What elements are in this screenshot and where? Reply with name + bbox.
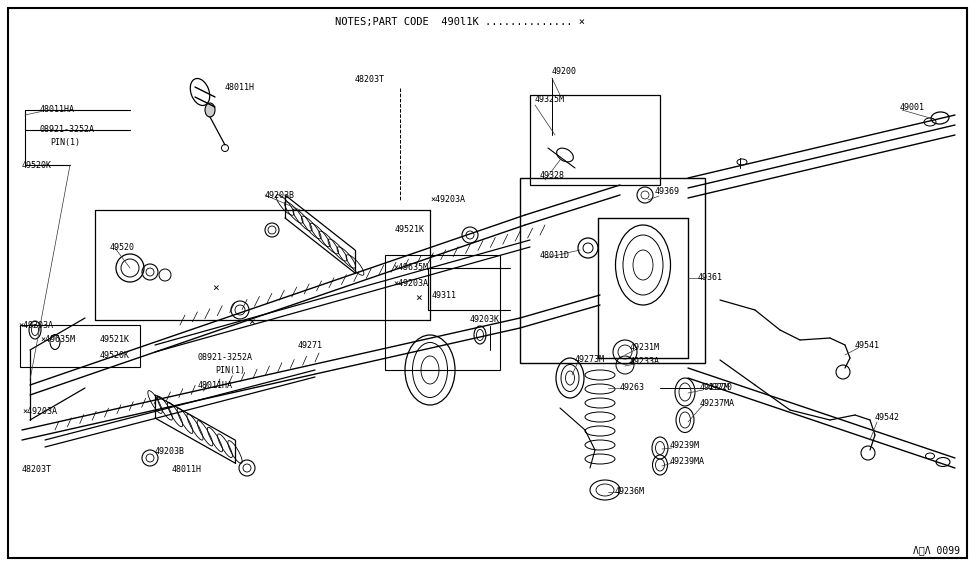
Text: 49203B: 49203B — [155, 448, 185, 457]
Text: ×: × — [415, 293, 422, 303]
Text: 49239MA: 49239MA — [670, 457, 705, 466]
Text: 48203T: 48203T — [355, 75, 385, 84]
Ellipse shape — [205, 103, 215, 117]
Text: 48011H: 48011H — [225, 84, 255, 92]
Text: 49239M: 49239M — [670, 441, 700, 451]
Text: 49200: 49200 — [552, 67, 577, 76]
Text: 49233A: 49233A — [630, 358, 660, 367]
Text: 49271: 49271 — [298, 341, 323, 349]
Bar — [20, 325, 140, 367]
Text: 48011D: 48011D — [540, 251, 570, 259]
Text: ×49203A: ×49203A — [22, 408, 57, 417]
Text: ×49203A: ×49203A — [393, 278, 428, 288]
Text: ×49203A: ×49203A — [430, 195, 465, 204]
Text: 49369: 49369 — [655, 187, 680, 196]
Text: NOTES;PART CODE  490l1K .............. ×: NOTES;PART CODE 490l1K .............. × — [335, 17, 585, 27]
Text: 49237M: 49237M — [700, 384, 730, 392]
Text: 49001: 49001 — [900, 104, 925, 113]
Text: 48011H: 48011H — [172, 465, 202, 474]
Text: 49520K: 49520K — [100, 350, 130, 359]
Text: 08921-3252A: 08921-3252A — [198, 354, 253, 362]
Text: 48203T: 48203T — [22, 465, 52, 474]
Text: ×49635M: ×49635M — [393, 264, 428, 272]
Text: ×: × — [248, 317, 254, 327]
Text: ×: × — [212, 283, 218, 293]
Text: ×49635M: ×49635M — [40, 336, 75, 345]
Text: 48011HA: 48011HA — [40, 105, 75, 114]
Text: 49521K: 49521K — [100, 336, 130, 345]
Text: 08921-3252A: 08921-3252A — [40, 126, 95, 135]
Text: PIN(1): PIN(1) — [215, 366, 245, 375]
Text: 49541: 49541 — [855, 341, 880, 349]
Bar — [530, 95, 660, 185]
Text: 49263: 49263 — [620, 384, 645, 392]
Text: 49361: 49361 — [698, 273, 723, 282]
Text: 49520K: 49520K — [22, 161, 52, 169]
Text: 49311: 49311 — [432, 290, 457, 299]
Text: 49237MA: 49237MA — [700, 398, 735, 408]
Text: 49220: 49220 — [708, 384, 733, 392]
Bar — [385, 255, 500, 370]
Text: 49325M: 49325M — [535, 96, 565, 105]
Text: 49203B: 49203B — [265, 191, 295, 199]
Text: 49236M: 49236M — [615, 487, 645, 496]
Text: ×49203A: ×49203A — [18, 320, 53, 329]
Text: 49203K: 49203K — [470, 315, 500, 324]
Text: 49542: 49542 — [875, 414, 900, 422]
Bar — [520, 178, 705, 363]
Text: 49521K: 49521K — [395, 225, 425, 234]
Text: PIN(1): PIN(1) — [50, 138, 80, 147]
Text: 49231M: 49231M — [630, 344, 660, 353]
Text: 49273M: 49273M — [575, 355, 605, 365]
Text: Λ礪Λ 0099: Λ礪Λ 0099 — [913, 545, 960, 555]
Text: 49328: 49328 — [540, 170, 565, 179]
Text: 49520: 49520 — [110, 243, 135, 252]
Text: 48011HA: 48011HA — [198, 380, 233, 389]
